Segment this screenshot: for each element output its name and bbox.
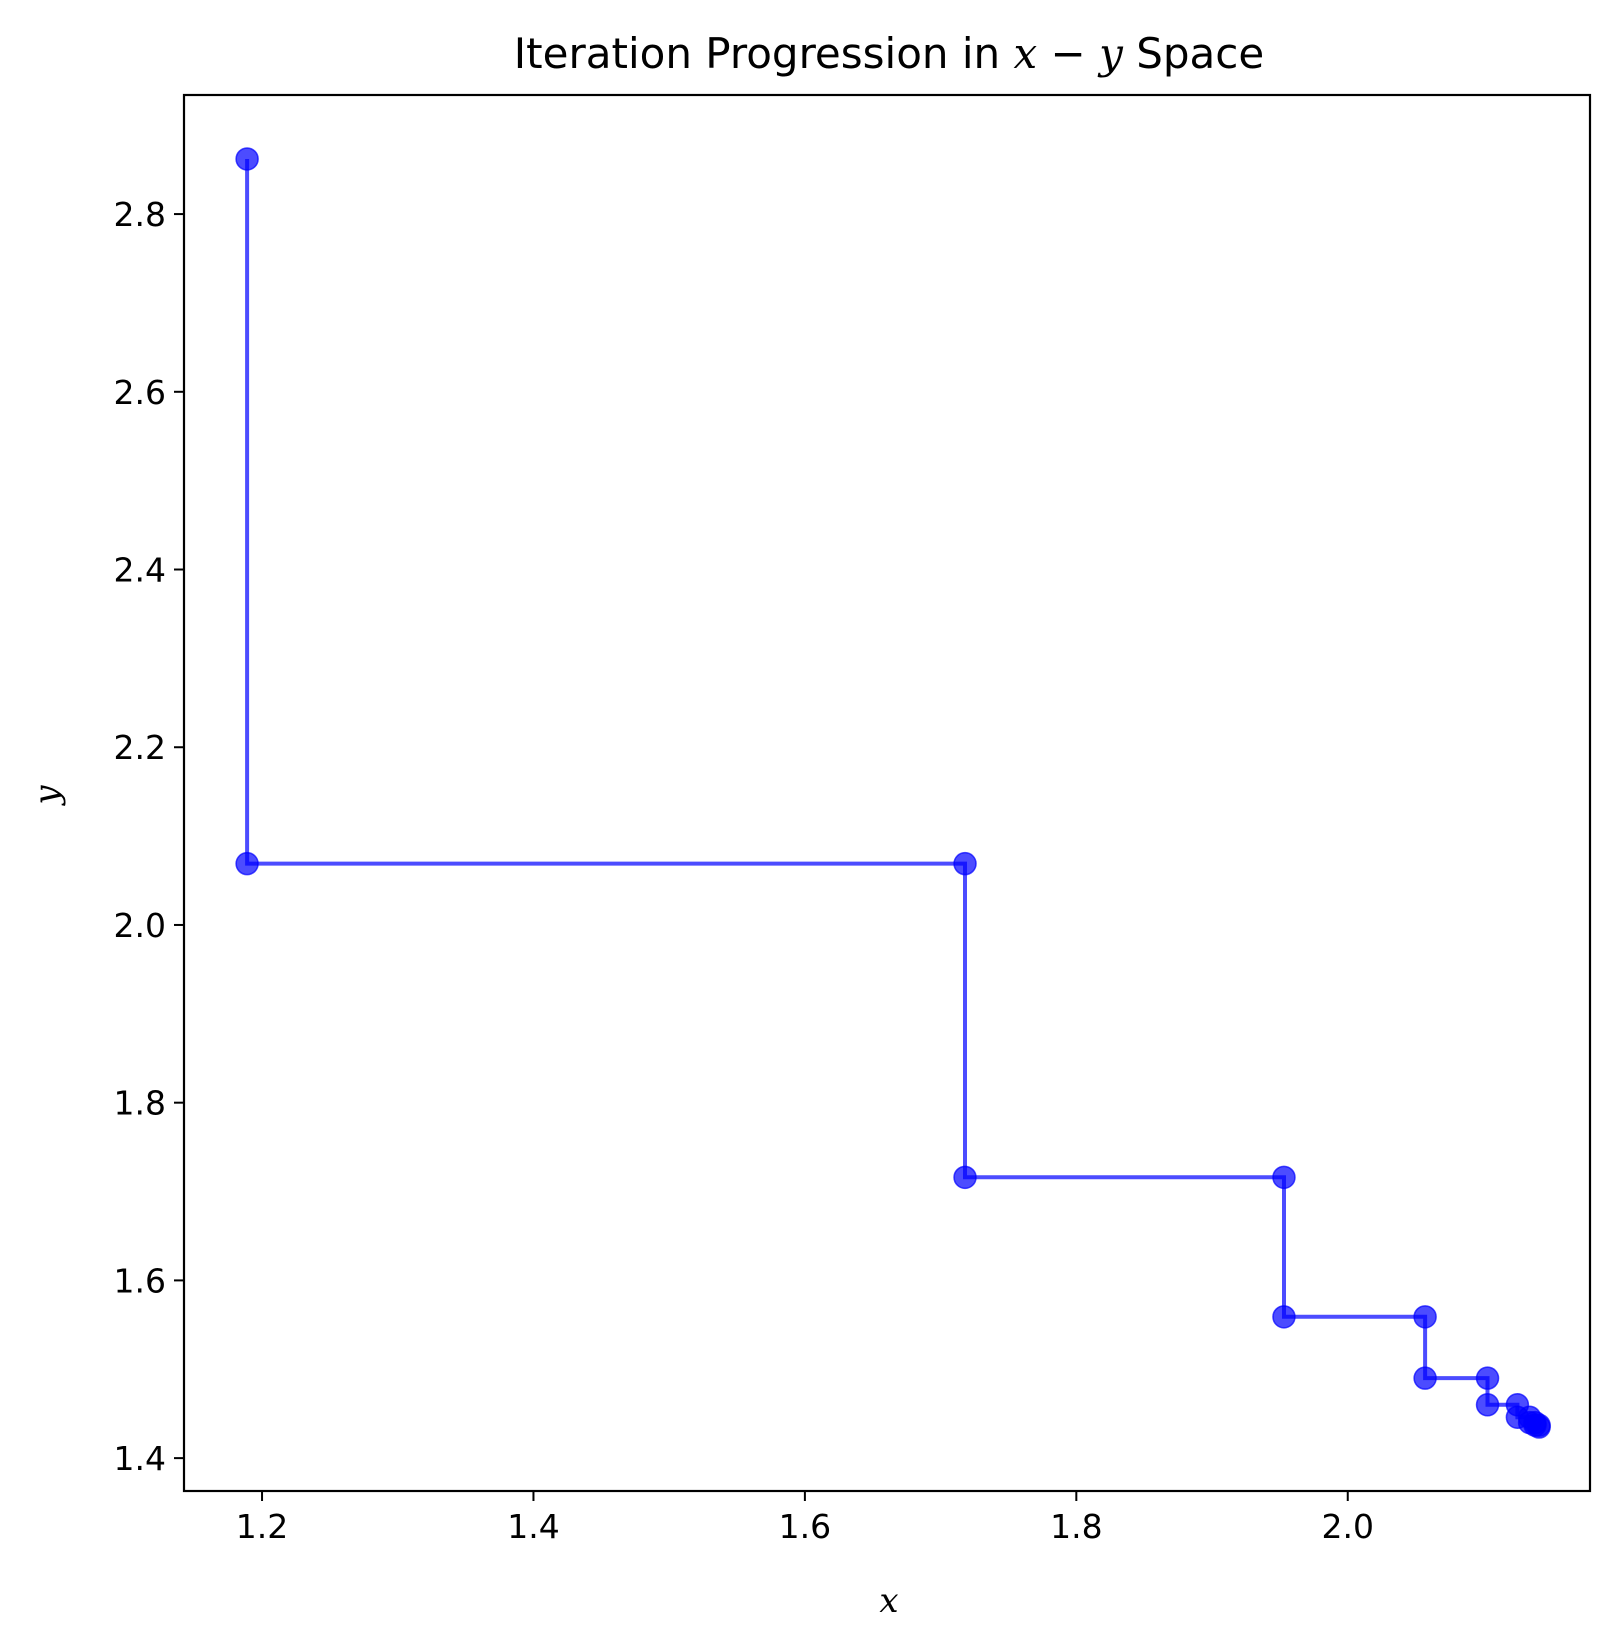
y-tick-label: 1.6 xyxy=(114,1261,166,1300)
y-axis-ticks: 1.4 1.6 1.8 2.0 2.2 2.4 2.6 2.8 xyxy=(114,195,184,1478)
x-tick-label: 1.8 xyxy=(1050,1507,1102,1546)
data-point xyxy=(1475,1366,1500,1390)
data-point xyxy=(1413,1305,1437,1329)
chart-title-var-x: x xyxy=(1014,29,1038,78)
x-axis-ticks: 1.2 1.4 1.6 1.8 2.0 xyxy=(236,1491,1374,1546)
data-point xyxy=(1272,1305,1296,1329)
y-tick-label: 2.0 xyxy=(114,906,166,945)
y-tick-label: 1.8 xyxy=(114,1084,166,1123)
y-tick-label: 1.4 xyxy=(114,1439,166,1478)
series-layer xyxy=(235,147,1551,1439)
data-point xyxy=(953,1165,977,1190)
y-tick-label: 2.2 xyxy=(114,728,166,767)
chart-title: Iteration Progression in x − y Space xyxy=(514,29,1264,78)
x-tick-label: 1.2 xyxy=(236,1507,288,1546)
x-axis-label: x xyxy=(879,1581,898,1621)
chart-title-part-2: Space xyxy=(1123,29,1264,78)
chart-title-minus: − xyxy=(1037,29,1099,78)
data-point xyxy=(235,147,259,171)
data-point xyxy=(235,851,259,876)
data-point xyxy=(953,851,977,876)
plot-frame xyxy=(182,93,1592,1493)
data-point xyxy=(1475,1393,1500,1417)
data-point xyxy=(1527,1415,1551,1439)
x-tick-label: 1.6 xyxy=(779,1507,831,1546)
chart-title-var-y: y xyxy=(1097,29,1124,78)
y-tick-label: 2.6 xyxy=(114,373,166,412)
x-tick-label: 2.0 xyxy=(1322,1507,1374,1546)
chart-title-part-1: Iteration Progression in xyxy=(514,29,1014,78)
y-axis-label: y xyxy=(27,785,67,807)
data-point xyxy=(1272,1165,1296,1190)
y-tick-label: 2.4 xyxy=(114,551,166,590)
data-point xyxy=(1413,1366,1437,1390)
x-tick-label: 1.4 xyxy=(507,1507,559,1546)
y-tick-label: 2.8 xyxy=(114,195,166,234)
